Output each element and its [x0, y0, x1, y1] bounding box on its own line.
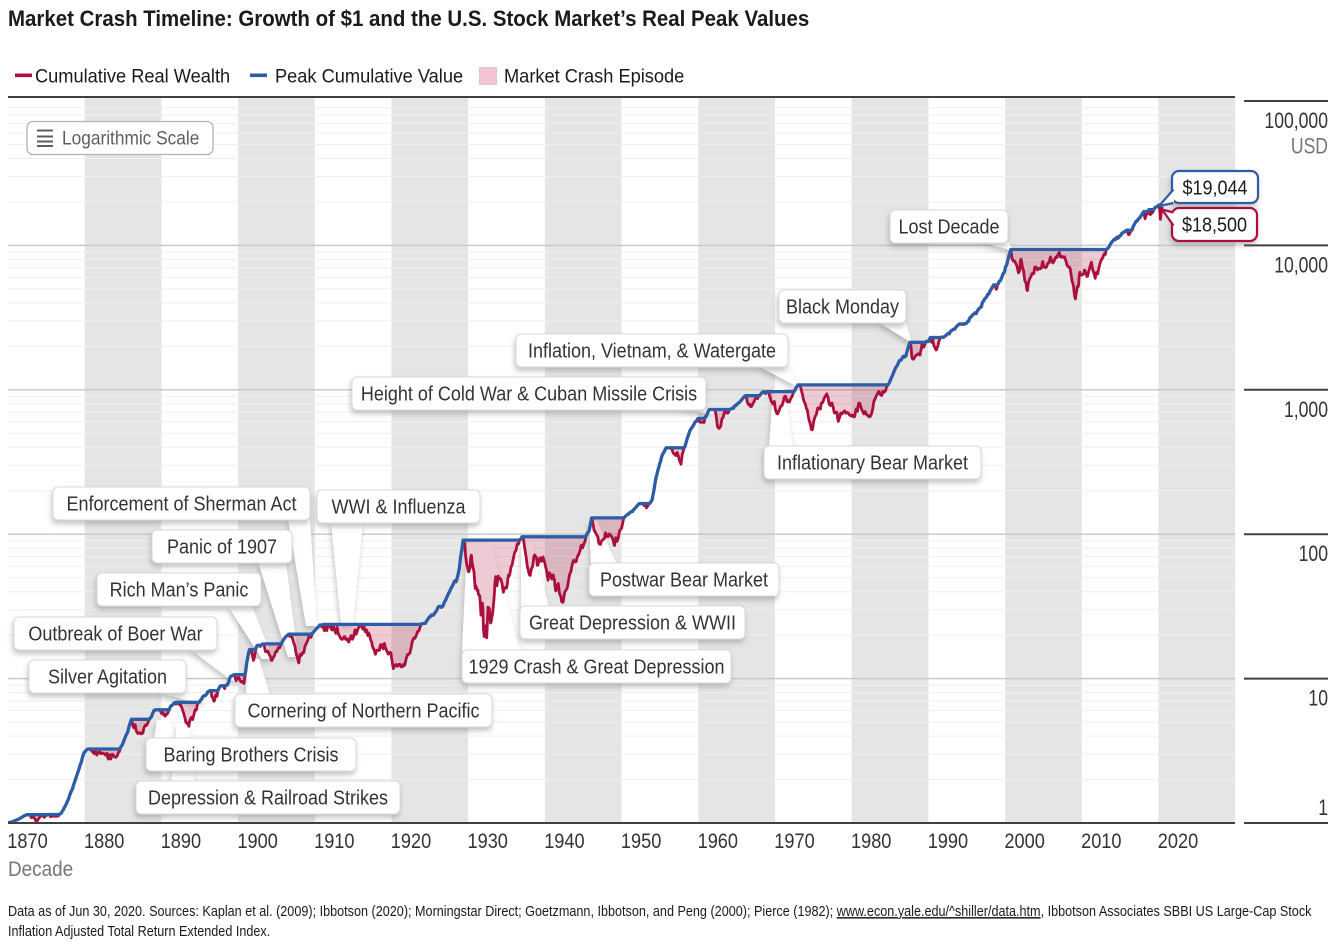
svg-text:1950: 1950	[621, 830, 661, 854]
svg-text:1880: 1880	[84, 830, 124, 854]
svg-text:2000: 2000	[1004, 830, 1044, 854]
svg-text:2010: 2010	[1081, 830, 1121, 854]
svg-text:1890: 1890	[161, 830, 201, 854]
svg-text:Data as of Jun 30, 2020. Sourc: Data as of Jun 30, 2020. Sources: Kaplan…	[8, 902, 1312, 919]
svg-text:1: 1	[1318, 796, 1328, 820]
svg-text:Inflationary Bear Market: Inflationary Bear Market	[777, 453, 969, 475]
svg-text:1930: 1930	[467, 830, 507, 854]
svg-text:Depression & Railroad Strikes: Depression & Railroad Strikes	[148, 788, 388, 810]
svg-text:Market Crash Timeline: Growth: Market Crash Timeline: Growth of $1 and …	[8, 6, 809, 31]
svg-text:1940: 1940	[544, 830, 584, 854]
svg-text:Inflation, Vietnam, & Watergat: Inflation, Vietnam, & Watergate	[528, 341, 776, 363]
svg-text:Lost Decade: Lost Decade	[898, 217, 999, 239]
svg-text:USD: USD	[1291, 135, 1328, 159]
svg-text:1900: 1900	[237, 830, 277, 854]
svg-text:Rich Man’s Panic: Rich Man’s Panic	[110, 580, 249, 602]
svg-text:100,000: 100,000	[1264, 109, 1328, 133]
svg-text:1910: 1910	[314, 830, 354, 854]
svg-text:Postwar Bear Market: Postwar Bear Market	[600, 570, 769, 592]
svg-text:10: 10	[1308, 687, 1328, 711]
svg-text:Decade: Decade	[8, 858, 73, 881]
svg-text:Logarithmic Scale: Logarithmic Scale	[62, 128, 199, 149]
svg-text:Inflation Adjusted Total Retur: Inflation Adjusted Total Return Extended…	[8, 922, 270, 939]
svg-text:Silver Agitation: Silver Agitation	[48, 667, 167, 689]
svg-text:100: 100	[1299, 542, 1328, 566]
svg-text:Black Monday: Black Monday	[786, 297, 899, 319]
svg-text:WWI & Influenza: WWI & Influenza	[332, 497, 466, 519]
svg-text:Height of Cold War & Cuban Mis: Height of Cold War & Cuban Missile Crisi…	[361, 384, 697, 406]
svg-text:Market Crash Episode: Market Crash Episode	[504, 65, 684, 86]
svg-text:2020: 2020	[1158, 830, 1198, 854]
svg-text:1929 Crash & Great Depression: 1929 Crash & Great Depression	[469, 657, 725, 679]
svg-text:10,000: 10,000	[1274, 254, 1328, 278]
svg-text:Great Depression & WWII: Great Depression & WWII	[529, 613, 736, 635]
svg-text:Baring Brothers Crisis: Baring Brothers Crisis	[164, 745, 339, 767]
svg-text:1870: 1870	[7, 830, 47, 854]
svg-text:Panic of 1907: Panic of 1907	[167, 537, 277, 559]
svg-text:1970: 1970	[774, 830, 814, 854]
svg-text:1,000: 1,000	[1284, 398, 1328, 422]
svg-text:1920: 1920	[391, 830, 431, 854]
svg-text:1980: 1980	[851, 830, 891, 854]
svg-text:Enforcement of Sherman Act: Enforcement of Sherman Act	[67, 494, 298, 516]
svg-text:Cumulative Real Wealth: Cumulative Real Wealth	[35, 65, 230, 86]
svg-text:$19,044: $19,044	[1182, 178, 1247, 200]
svg-text:$18,500: $18,500	[1182, 215, 1247, 237]
svg-text:1990: 1990	[928, 830, 968, 854]
svg-text:Peak Cumulative Value: Peak Cumulative Value	[275, 65, 463, 86]
svg-text:Outbreak of Boer War: Outbreak of Boer War	[28, 624, 203, 646]
svg-text:1960: 1960	[698, 830, 738, 854]
svg-text:Cornering of Northern Pacific: Cornering of Northern Pacific	[248, 701, 480, 723]
